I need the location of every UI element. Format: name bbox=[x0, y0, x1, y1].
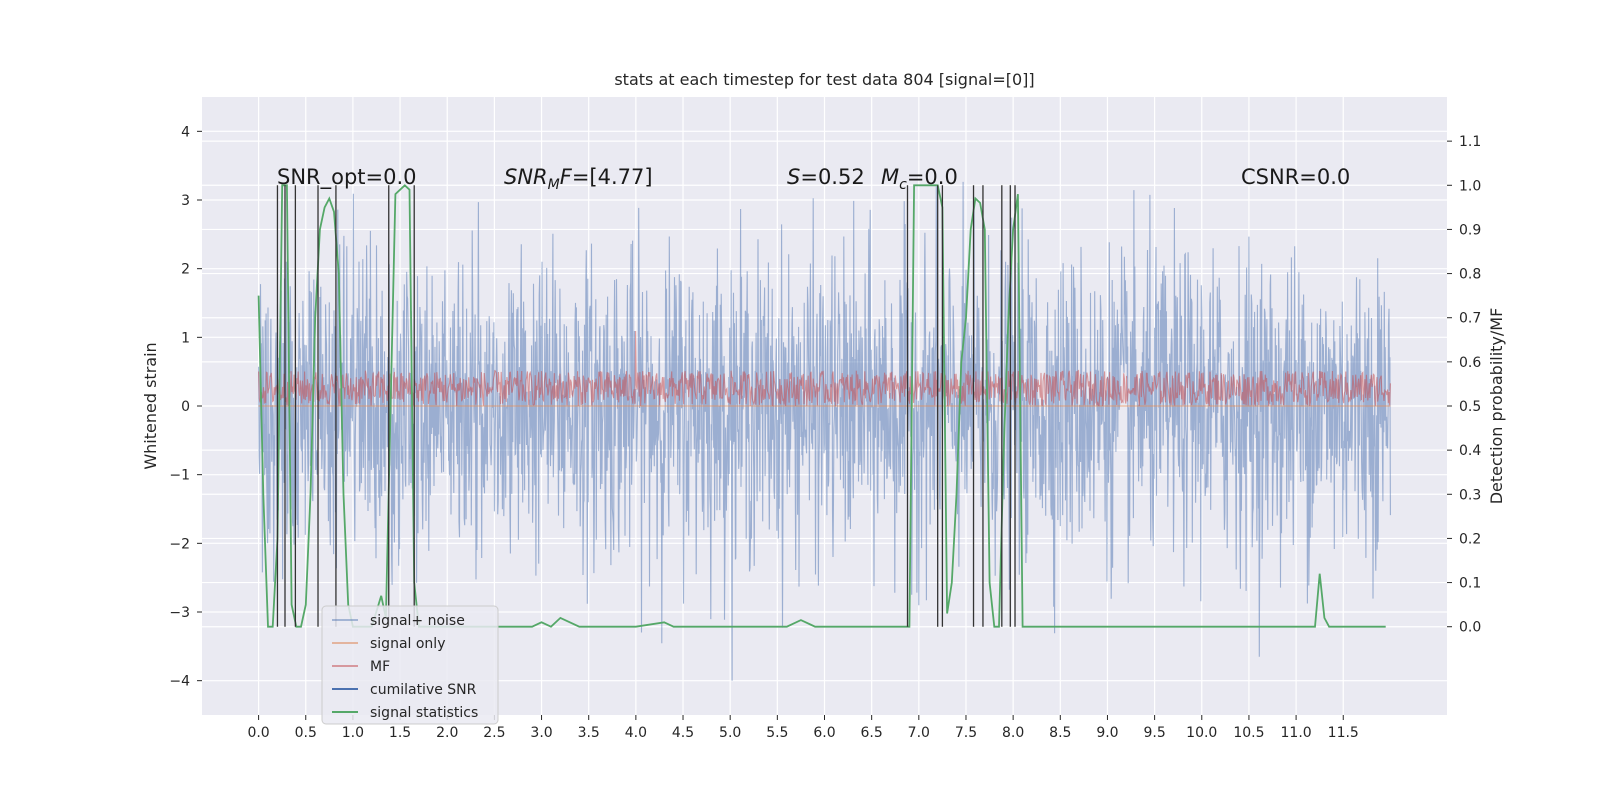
annotation-snr-opt: SNR_opt=0.0 bbox=[277, 165, 417, 190]
y-left-tick-label-5: −1 bbox=[169, 468, 190, 484]
y-right-tick-label-6: 0.5 bbox=[1459, 399, 1481, 415]
y-left-tick-label-6: −2 bbox=[169, 536, 190, 552]
chart-title: stats at each timestep for test data 804… bbox=[614, 70, 1034, 89]
x-tick-label-5: 2.5 bbox=[483, 725, 505, 741]
x-tick-label-19: 9.5 bbox=[1143, 725, 1165, 741]
x-tick-label-12: 6.0 bbox=[813, 725, 835, 741]
annotation-mc-value: Mc=0.0 bbox=[881, 165, 958, 193]
y-right-tick-label-5: 0.6 bbox=[1459, 355, 1481, 371]
legend-box bbox=[321, 605, 499, 725]
annotation-csnr: CSNR=0.0 bbox=[1241, 165, 1350, 189]
legend-label-mf: MF bbox=[370, 659, 390, 675]
x-tick-label-8: 4.0 bbox=[625, 725, 647, 741]
y-right-tick-label-11: 0.0 bbox=[1459, 620, 1481, 636]
y-right-tick-label-4: 0.7 bbox=[1459, 311, 1481, 327]
y-right-tick-label-9: 0.2 bbox=[1459, 531, 1481, 547]
y-right-tick-label-8: 0.3 bbox=[1459, 487, 1481, 503]
y-right-tick-label-7: 0.4 bbox=[1459, 443, 1481, 459]
x-tick-label-11: 5.5 bbox=[766, 725, 788, 741]
annotation-snr-mf: SNRMF=[4.77] bbox=[504, 165, 653, 193]
series-mf bbox=[258, 330, 1391, 407]
y-right-tick-label-10: 0.1 bbox=[1459, 576, 1481, 592]
y-axis-right-label: Detection probability/MF bbox=[1487, 308, 1506, 505]
y-left-tick-label-0: 4 bbox=[181, 124, 190, 140]
y-left-tick-label-3: 1 bbox=[181, 330, 190, 346]
series-signal-noise bbox=[258, 181, 1391, 681]
y-axis-left-label: Whitened strain bbox=[141, 342, 160, 469]
trigger-lines bbox=[276, 185, 1016, 627]
x-tick-label-16: 8.0 bbox=[1002, 725, 1024, 741]
y-left-axis-ticks: 4 3 2 1 0 −1 −2 −3 −4 bbox=[169, 124, 202, 690]
x-tick-label-6: 3.0 bbox=[530, 725, 552, 741]
y-left-tick-label-8: −4 bbox=[169, 674, 190, 690]
x-tick-label-22: 11.0 bbox=[1281, 725, 1312, 741]
x-tick-label-15: 7.5 bbox=[955, 725, 977, 741]
x-tick-label-17: 8.5 bbox=[1049, 725, 1071, 741]
series-line-signal-noise bbox=[258, 181, 1391, 681]
y-right-tick-label-3: 0.8 bbox=[1459, 267, 1481, 283]
x-tick-label-7: 3.5 bbox=[578, 725, 600, 741]
x-tick-label-9: 4.5 bbox=[672, 725, 694, 741]
legend: signal+ noise signal only MF cumilative … bbox=[321, 605, 499, 725]
y-right-tick-label-1: 1.0 bbox=[1459, 178, 1481, 194]
x-tick-label-3: 1.5 bbox=[389, 725, 411, 741]
x-tick-label-0: 0.0 bbox=[247, 725, 269, 741]
x-tick-label-14: 7.0 bbox=[908, 725, 930, 741]
y-left-tick-label-7: −3 bbox=[169, 605, 190, 621]
x-tick-label-10: 5.0 bbox=[719, 725, 741, 741]
legend-label-signal-only: signal only bbox=[370, 636, 445, 652]
y-left-tick-label-1: 3 bbox=[181, 193, 190, 209]
legend-label-signal-statistics: signal statistics bbox=[370, 705, 478, 721]
y-right-tick-label-2: 0.9 bbox=[1459, 222, 1481, 238]
annotation-s-value: S=0.52 bbox=[787, 165, 865, 189]
x-tick-label-20: 10.0 bbox=[1186, 725, 1217, 741]
x-tick-label-13: 6.5 bbox=[861, 725, 883, 741]
y-right-axis-ticks: 1.1 1.0 0.9 0.8 0.7 0.6 0.5 0.4 0.3 0.2 0.1 0.0 bbox=[1447, 134, 1481, 636]
legend-label-signal-noise: signal+ noise bbox=[370, 613, 465, 629]
x-tick-label-21: 10.5 bbox=[1233, 725, 1264, 741]
x-tick-label-1: 0.5 bbox=[295, 725, 317, 741]
series-line-mf bbox=[258, 330, 1391, 407]
y-right-tick-label-0: 1.1 bbox=[1459, 134, 1481, 150]
x-tick-label-2: 1.0 bbox=[342, 725, 364, 741]
y-left-tick-label-4: 0 bbox=[181, 399, 190, 415]
x-axis-ticks: 0.0 0.5 1.0 1.5 2.0 2.5 3.0 3.5 4.0 4.5 5.0 5.5 6.0 6… bbox=[247, 715, 1359, 741]
x-tick-label-4: 2.0 bbox=[436, 725, 458, 741]
y-left-tick-label-2: 2 bbox=[181, 262, 190, 278]
legend-label-cumulative-snr: cumilative SNR bbox=[370, 682, 477, 698]
x-tick-label-23: 11.5 bbox=[1328, 725, 1359, 741]
x-tick-label-18: 9.0 bbox=[1096, 725, 1118, 741]
